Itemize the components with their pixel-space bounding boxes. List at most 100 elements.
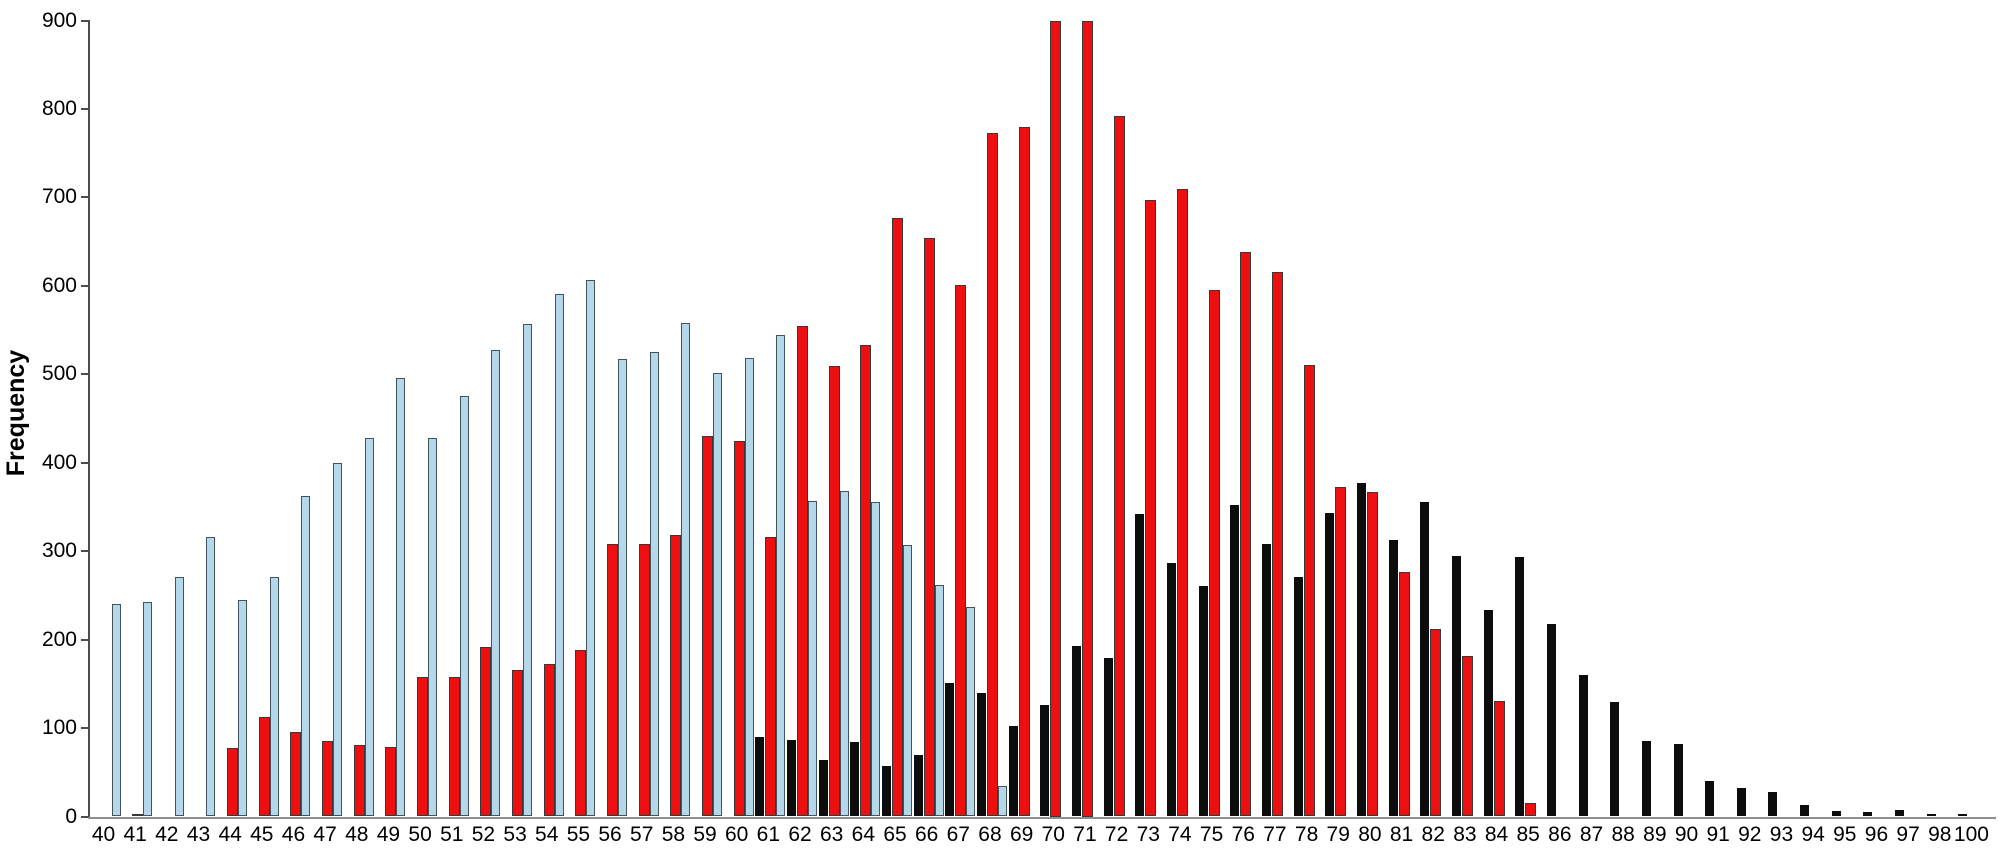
bar-red-74: [1176, 188, 1188, 817]
bar-red-67: [955, 284, 967, 817]
bar-red-68: [986, 132, 998, 817]
x-axis-tick-label: 55: [566, 823, 591, 846]
x-axis-tick-label: 93: [1769, 823, 1794, 846]
bar-red-41: [132, 813, 144, 817]
x-axis-line: [88, 816, 1996, 819]
x-axis-tick-label: 56: [598, 823, 622, 846]
x-axis-tick-label: 42: [155, 823, 179, 846]
bar-red-81: [1398, 572, 1410, 817]
bar-red-78: [1303, 365, 1315, 817]
y-axis-tick-label: 700: [41, 185, 77, 209]
x-axis-tick-label: 46: [281, 823, 306, 846]
bar-red-84: [1493, 700, 1505, 817]
bar-red-77: [1271, 271, 1283, 817]
bar-red-79: [1335, 486, 1347, 817]
bar-black-96: [1863, 812, 1873, 817]
bar-black-83: [1451, 556, 1461, 817]
x-axis-tick-label: 52: [471, 823, 496, 846]
bar-lightblue-60: [744, 358, 754, 817]
x-axis-tick-label: 59: [693, 823, 717, 846]
x-axis-tick-label: 100: [1953, 823, 1989, 846]
y-axis-tick: [81, 550, 88, 553]
bar-red-75: [1208, 290, 1220, 817]
bar-black-79: [1325, 513, 1335, 817]
bar-black-72: [1103, 658, 1113, 817]
y-axis-tick-label: 300: [41, 539, 77, 563]
bar-lightblue-57: [649, 352, 659, 817]
bar-black-88: [1610, 701, 1620, 817]
bar-lightblue-45: [269, 576, 279, 817]
bar-black-67: [945, 682, 955, 817]
bar-black-74: [1166, 562, 1176, 817]
y-axis-tick-label: 400: [41, 450, 77, 474]
bar-black-90: [1673, 743, 1683, 817]
y-axis-tick-label: 900: [41, 8, 77, 32]
x-axis-tick-label: 53: [503, 823, 527, 846]
bar-lightblue-68: [997, 785, 1007, 817]
bar-red-52: [480, 646, 492, 817]
x-axis-tick-label: 90: [1674, 823, 1699, 846]
bar-red-56: [607, 544, 619, 817]
x-axis-tick-label: 86: [1548, 823, 1572, 846]
bar-red-60: [733, 441, 745, 817]
x-axis-tick-label: 65: [883, 823, 907, 846]
y-axis-tick-label: 500: [41, 362, 77, 386]
bar-lightblue-50: [428, 437, 438, 817]
bar-black-69: [1008, 726, 1018, 817]
y-axis-tick: [81, 461, 88, 464]
bar-black-64: [850, 742, 860, 817]
bar-lightblue-48: [364, 437, 374, 817]
bar-black-92: [1736, 788, 1746, 817]
x-axis-tick-label: 67: [946, 823, 970, 846]
bar-lightblue-63: [839, 491, 849, 817]
y-axis-tick: [81, 196, 88, 199]
bar-red-69: [1018, 126, 1030, 817]
x-axis-tick-label: 94: [1801, 823, 1825, 846]
bar-lightblue-67: [966, 606, 976, 817]
x-axis-tick-label: 78: [1294, 823, 1319, 846]
bar-black-66: [913, 754, 923, 817]
bar-lightblue-44: [238, 599, 248, 817]
x-axis-tick-label: 64: [851, 823, 875, 846]
bar-lightblue-43: [206, 537, 216, 817]
bar-lightblue-41: [143, 602, 153, 817]
bar-black-61: [755, 736, 765, 817]
y-axis-tick: [81, 373, 88, 376]
y-axis-tick: [81, 284, 88, 287]
bar-red-76: [1240, 252, 1252, 817]
bar-red-59: [702, 436, 714, 817]
bar-black-71: [1071, 645, 1081, 817]
x-axis-tick-label: 74: [1168, 823, 1192, 846]
bar-red-54: [543, 664, 555, 817]
x-axis-tick-label: 77: [1263, 823, 1287, 846]
bar-black-63: [818, 759, 828, 817]
y-axis-tick: [81, 638, 88, 641]
bar-lightblue-46: [301, 496, 311, 817]
bar-red-65: [892, 217, 903, 817]
bar-black-73: [1135, 514, 1145, 817]
x-axis-tick-label: 70: [1041, 823, 1065, 846]
x-axis-tick-label: 57: [630, 823, 654, 846]
bar-red-63: [828, 366, 840, 817]
y-axis-line: [88, 19, 90, 818]
bar-black-81: [1388, 539, 1398, 817]
x-axis-tick-label: 61: [756, 823, 781, 846]
x-axis-tick-label: 50: [408, 823, 432, 846]
bar-red-53: [512, 669, 524, 817]
bar-black-95: [1831, 811, 1841, 817]
bar-black-80: [1356, 483, 1366, 817]
bar-black-91: [1705, 781, 1715, 817]
y-axis-tick: [81, 815, 88, 818]
bar-black-100: [1958, 813, 1968, 817]
x-axis-tick-label: 87: [1579, 823, 1604, 846]
x-axis-tick-label: 72: [1104, 823, 1129, 846]
y-axis-tick-label: 800: [41, 96, 77, 120]
bar-lightblue-51: [459, 395, 469, 817]
x-axis-tick-label: 96: [1864, 823, 1889, 846]
x-axis-tick-label: 66: [914, 823, 939, 846]
bar-red-70: [1050, 20, 1062, 817]
bar-red-85: [1525, 803, 1537, 817]
bar-lightblue-59: [713, 372, 723, 817]
y-axis-tick: [81, 19, 88, 22]
